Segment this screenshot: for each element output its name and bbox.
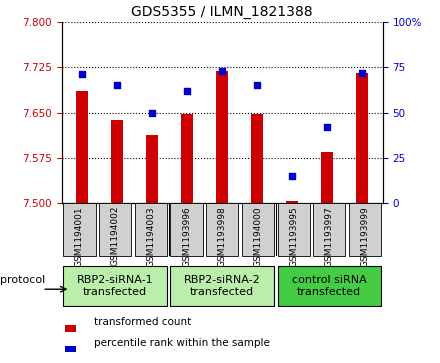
Bar [76, 91, 88, 203]
Bar [251, 114, 263, 203]
Bar [356, 73, 368, 203]
FancyBboxPatch shape [278, 266, 381, 306]
Bar [146, 135, 158, 203]
Bar [65, 346, 77, 352]
Text: GSM1194003: GSM1194003 [147, 206, 155, 266]
FancyBboxPatch shape [349, 203, 381, 256]
Text: protocol: protocol [0, 274, 45, 285]
Text: percentile rank within the sample: percentile rank within the sample [94, 338, 270, 348]
Text: GSM1194001: GSM1194001 [75, 206, 84, 266]
FancyBboxPatch shape [170, 203, 202, 256]
Text: GSM1193998: GSM1193998 [218, 206, 227, 267]
Point [114, 82, 121, 88]
FancyBboxPatch shape [242, 203, 274, 256]
FancyBboxPatch shape [206, 203, 238, 256]
FancyBboxPatch shape [135, 203, 167, 256]
Text: GSM1193996: GSM1193996 [182, 206, 191, 267]
Point [219, 68, 226, 74]
FancyBboxPatch shape [99, 203, 131, 256]
Text: RBP2-siRNA-2
transfected: RBP2-siRNA-2 transfected [184, 275, 260, 297]
Point [289, 173, 296, 179]
Text: GSM1193999: GSM1193999 [360, 206, 370, 267]
Text: transformed count: transformed count [94, 317, 191, 327]
Text: GSM1193995: GSM1193995 [289, 206, 298, 267]
Text: GSM1194000: GSM1194000 [253, 206, 262, 266]
Point [253, 82, 260, 88]
Bar [65, 325, 77, 332]
FancyBboxPatch shape [278, 203, 310, 256]
Text: GSM1194002: GSM1194002 [110, 206, 120, 266]
Point [149, 110, 156, 115]
Point [184, 88, 191, 94]
Bar [286, 201, 298, 203]
Point [323, 124, 330, 130]
Bar [321, 152, 333, 203]
FancyBboxPatch shape [63, 266, 167, 306]
Text: RBP2-siRNA-1
transfected: RBP2-siRNA-1 transfected [77, 275, 154, 297]
Bar [216, 72, 228, 203]
Bar [181, 114, 193, 203]
Text: control siRNA
transfected: control siRNA transfected [292, 275, 367, 297]
Bar [111, 120, 123, 203]
FancyBboxPatch shape [313, 203, 345, 256]
Point [359, 70, 366, 76]
FancyBboxPatch shape [170, 266, 274, 306]
Text: GSM1193997: GSM1193997 [325, 206, 334, 267]
Title: GDS5355 / ILMN_1821388: GDS5355 / ILMN_1821388 [132, 5, 313, 19]
FancyBboxPatch shape [63, 203, 95, 256]
Point [79, 72, 86, 77]
